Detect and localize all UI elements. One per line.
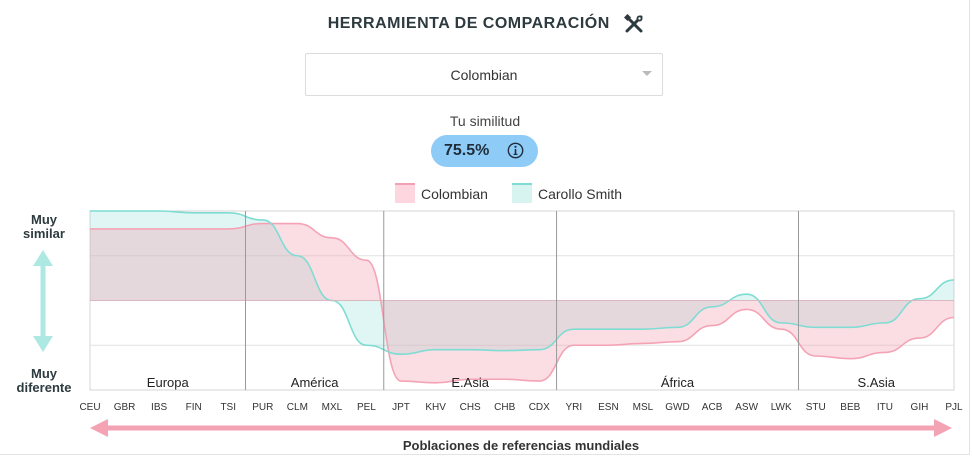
legend-swatch-colombian xyxy=(395,183,415,203)
region-label: S.Asia xyxy=(857,375,895,390)
region-label: África xyxy=(661,375,695,390)
y-bottom-label-line2: diferente xyxy=(16,380,72,395)
legend-swatch-carollo-smith xyxy=(512,183,532,203)
tools-icon xyxy=(624,14,643,33)
x-tick-label: PEL xyxy=(357,402,376,413)
x-tick-label: CHB xyxy=(494,402,515,413)
x-tick-label: PJL xyxy=(945,402,963,413)
series-line-1 xyxy=(89,210,955,356)
x-tick-label: CLM xyxy=(287,402,308,413)
x-tick-label: FIN xyxy=(186,402,202,413)
x-tick-label: ITU xyxy=(877,402,893,413)
y-axis-arrow-bottom xyxy=(33,336,53,352)
x-tick-label: ASW xyxy=(735,402,758,413)
x-tick-label: TSI xyxy=(220,402,236,413)
x-tick-label: JPT xyxy=(392,402,410,413)
x-tick-label: GWD xyxy=(665,402,689,413)
region-label: Europa xyxy=(147,375,190,390)
population-select-value: Colombian xyxy=(450,67,518,83)
series-area-0 xyxy=(90,223,954,383)
series-area-1 xyxy=(90,211,954,355)
chevron-down-icon xyxy=(642,71,652,76)
x-tick-label: LWK xyxy=(771,402,792,413)
x-tick-label: ACB xyxy=(702,402,723,413)
similarity-badge: 75.5% xyxy=(431,135,538,167)
legend-label-carollo-smith: Carollo Smith xyxy=(538,186,623,202)
x-tick-label: ESN xyxy=(598,402,619,413)
x-tick-label: MXL xyxy=(322,402,343,413)
x-tick-label: PUR xyxy=(252,402,273,413)
y-top-label-line2: similar xyxy=(23,226,65,241)
page-title: HERRAMIENTA DE COMPARACIÓN xyxy=(327,15,610,32)
region-label: E.Asia xyxy=(451,375,489,390)
legend-label-colombian: Colombian xyxy=(421,186,488,202)
header: HERRAMIENTA DE COMPARACIÓN xyxy=(0,14,972,34)
x-tick-label: MSL xyxy=(633,402,654,413)
x-tick-label: IBS xyxy=(151,402,167,413)
x-axis-arrow-left xyxy=(90,419,108,437)
y-axis-arrow-top xyxy=(33,250,53,266)
x-tick-label: YRI xyxy=(566,402,583,413)
x-tick-label: CEU xyxy=(79,402,100,413)
similarity-label: Tu similitud xyxy=(449,113,521,129)
similarity-value: 75.5% xyxy=(444,142,490,159)
y-bottom-label: Muy diferente xyxy=(10,367,78,395)
series-line-0 xyxy=(90,222,955,384)
plot-area: Europa América E.Asia África S.Asia CEU GBR IBS… xyxy=(79,210,963,413)
x-tick-label: STU xyxy=(806,402,826,413)
y-top-label: Muy similar xyxy=(18,213,70,241)
x-tick-label: GIH xyxy=(911,402,929,413)
info-icon[interactable] xyxy=(507,142,524,159)
x-tick-label: BEB xyxy=(840,402,860,413)
population-select[interactable]: Colombian xyxy=(305,53,663,96)
region-label: América xyxy=(291,375,339,390)
x-tick-label: GBR xyxy=(114,402,136,413)
x-tick-label: KHV xyxy=(425,402,446,413)
x-tick-label: CDX xyxy=(529,402,550,413)
x-tick-label: CHS xyxy=(460,402,481,413)
y-bottom-label-line1: Muy xyxy=(31,366,57,381)
x-axis-arrow-right xyxy=(934,419,952,437)
y-top-label-line1: Muy xyxy=(31,212,57,227)
x-axis-label: Poblaciones de referencias mundiales xyxy=(403,438,639,453)
